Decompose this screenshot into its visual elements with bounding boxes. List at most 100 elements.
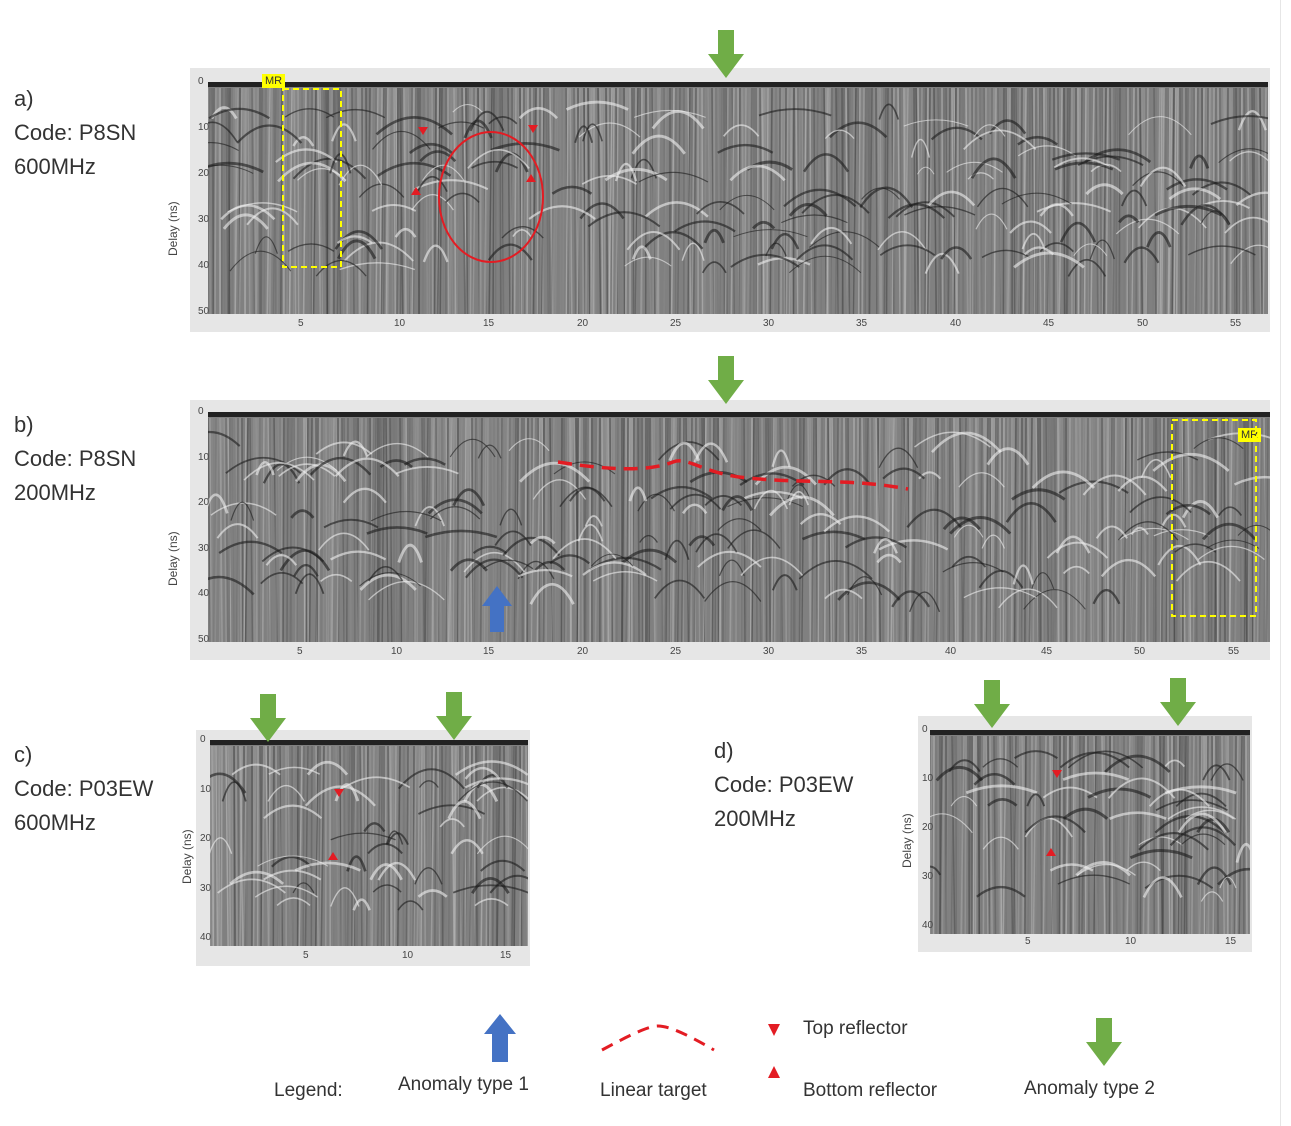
anomaly-type-2-arrow xyxy=(974,680,1010,728)
anomaly-type-2-arrow xyxy=(436,692,472,740)
panel-c-code: Code: P03EW xyxy=(14,776,154,801)
panel-a-ylabel: Delay (ns) xyxy=(166,201,180,256)
panel-c-caption: c) Code: P03EW 600MHz xyxy=(14,738,153,840)
panel-a-frequency: 600MHz xyxy=(14,154,96,179)
top-reflector-icon xyxy=(1052,770,1062,778)
bottom-reflector-icon xyxy=(1046,848,1056,856)
tick-label: 40 xyxy=(945,646,957,657)
tick-label: 30 xyxy=(763,318,775,329)
panel-b-radargram xyxy=(208,412,1270,642)
legend-bottom-reflector-icon xyxy=(768,1066,780,1078)
tick-label: 25 xyxy=(670,318,682,329)
tick-label: 10 xyxy=(922,773,934,784)
legend-top-reflector-icon xyxy=(768,1024,780,1036)
tick-label: 40 xyxy=(922,920,934,931)
tick-label: 15 xyxy=(483,646,495,657)
tick-label: 10 xyxy=(198,122,210,133)
tick-label: 15 xyxy=(1225,936,1237,947)
tick-label: 10 xyxy=(198,451,210,463)
tick-label: 20 xyxy=(577,318,589,329)
tick-label: 30 xyxy=(763,646,775,657)
tick-label: 50 xyxy=(1137,318,1149,329)
tick-label: 40 xyxy=(198,588,210,600)
legend-linear-target-label: Linear target xyxy=(600,1080,707,1101)
panel-d-frequency: 200MHz xyxy=(714,806,796,831)
tick-label: 50 xyxy=(1134,646,1146,657)
tick-label: 0 xyxy=(200,734,206,745)
panel-c-letter: c) xyxy=(14,742,33,767)
tick-label: 45 xyxy=(1041,646,1053,657)
tick-label: 40 xyxy=(200,932,212,943)
panel-c-overlay xyxy=(328,789,344,860)
panel-b-caption: b) Code: P8SN 200MHz xyxy=(14,408,136,510)
panel-a-mr-box xyxy=(282,88,342,268)
linear-target-line xyxy=(557,459,909,491)
tick-label: 10 xyxy=(402,950,414,961)
anomaly-type-2-arrow xyxy=(708,30,744,78)
tick-label: 40 xyxy=(950,318,962,329)
legend-top-reflector-label: Top reflector xyxy=(803,1018,908,1039)
tick-label: 15 xyxy=(483,318,495,329)
tick-label: 20 xyxy=(198,497,210,509)
tick-label: 20 xyxy=(198,168,210,179)
tick-label: 5 xyxy=(298,318,304,329)
anomaly-type-1-arrow xyxy=(482,586,512,632)
legend-title: Legend: xyxy=(274,1080,343,1101)
top-edge-strip xyxy=(0,0,1291,3)
panel-d-letter: d) xyxy=(714,738,734,763)
top-reflector-icon xyxy=(334,789,344,797)
panel-a-letter: a) xyxy=(14,86,34,111)
legend-anomaly-type-1-label: Anomaly type 1 xyxy=(398,1074,529,1095)
tick-label: 5 xyxy=(1025,936,1031,947)
panel-b-letter: b) xyxy=(14,412,34,437)
panel-a-red-ellipse xyxy=(438,131,544,263)
tick-label: 35 xyxy=(856,646,868,657)
panel-b-code: Code: P8SN xyxy=(14,446,137,471)
tick-label: 15 xyxy=(500,950,512,961)
panel-d-caption: d) Code: P03EW 200MHz xyxy=(714,734,853,836)
tick-label: 45 xyxy=(1043,318,1055,329)
bottom-reflector-icon xyxy=(526,174,536,182)
panel-c-ylabel: Delay (ns) xyxy=(180,829,194,884)
legend-anomaly-type-2-label: Anomaly type 2 xyxy=(1024,1078,1155,1099)
anomaly-type-2-arrow xyxy=(708,356,744,404)
tick-label: 50 xyxy=(198,306,210,317)
tick-label: 40 xyxy=(198,260,210,271)
panel-a-mr-label: MR xyxy=(262,74,286,88)
tick-label: 10 xyxy=(1125,936,1137,947)
right-border xyxy=(1280,0,1281,1126)
tick-label: 50 xyxy=(198,634,210,645)
tick-label: 25 xyxy=(670,646,682,657)
tick-label: 0 xyxy=(198,76,204,87)
panel-d-ylabel: Delay (ns) xyxy=(900,813,914,868)
anomaly-type-2-arrow xyxy=(1160,678,1196,726)
bottom-reflector-icon xyxy=(411,187,421,195)
tick-label: 5 xyxy=(303,950,309,961)
tick-label: 20 xyxy=(922,822,934,833)
legend-anomaly-type-2-icon xyxy=(1086,1018,1122,1066)
legend-anomaly-type-1-icon xyxy=(484,1014,516,1062)
tick-label: 0 xyxy=(922,724,928,735)
tick-label: 55 xyxy=(1230,318,1242,329)
tick-label: 30 xyxy=(198,214,210,225)
tick-label: 35 xyxy=(856,318,868,329)
panel-b-frequency: 200MHz xyxy=(14,480,96,505)
panel-c-radargram xyxy=(210,740,528,946)
panel-a-code: Code: P8SN xyxy=(14,120,137,145)
tick-label: 10 xyxy=(200,783,212,795)
panel-d-overlay xyxy=(1046,770,1062,856)
tick-label: 10 xyxy=(391,646,403,657)
bottom-reflector-icon xyxy=(328,852,338,860)
tick-label: 30 xyxy=(922,871,934,882)
top-reflector-icon xyxy=(528,125,538,133)
tick-label: 10 xyxy=(394,318,406,329)
panel-b-mr-box xyxy=(1171,419,1257,617)
top-reflector-icon xyxy=(418,127,428,135)
panel-b-ylabel: Delay (ns) xyxy=(166,531,180,586)
panel-a-overlay xyxy=(282,88,544,268)
tick-label: 55 xyxy=(1228,646,1240,657)
tick-label: 20 xyxy=(200,833,212,844)
legend-bottom-reflector-label: Bottom reflector xyxy=(803,1080,938,1101)
tick-label: 30 xyxy=(198,542,210,554)
panel-a-caption: a) Code: P8SN 600MHz xyxy=(14,82,136,184)
